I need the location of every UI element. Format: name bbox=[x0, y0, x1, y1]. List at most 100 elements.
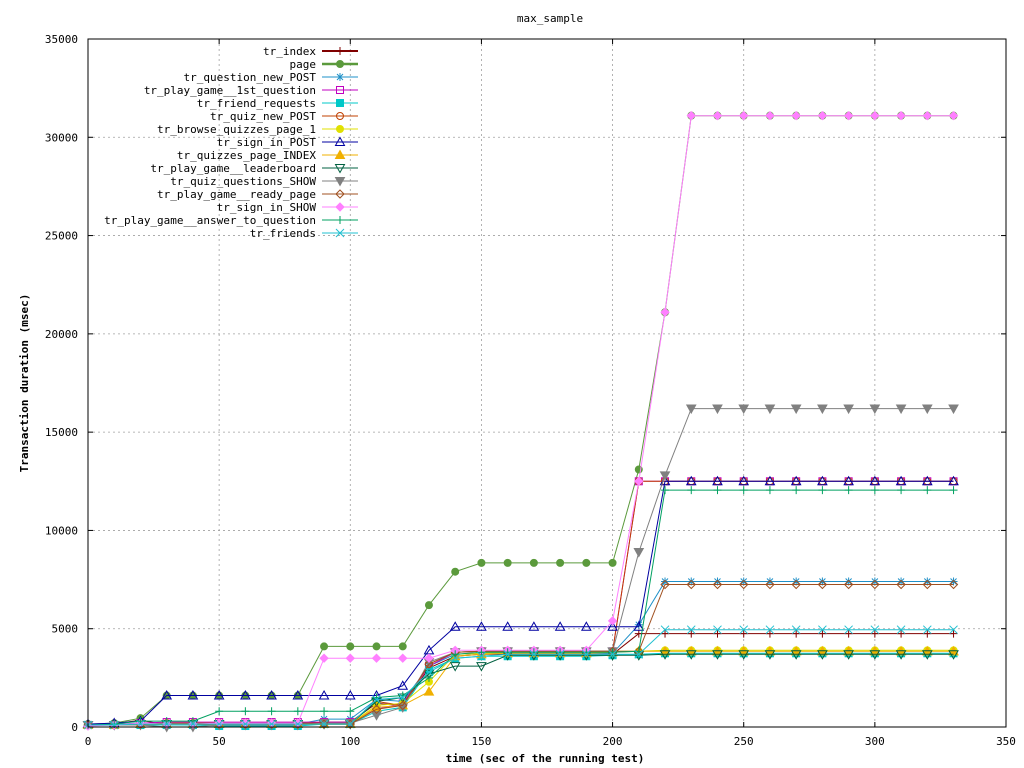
data-point-marker bbox=[424, 653, 434, 663]
data-point-marker bbox=[346, 642, 355, 651]
axis-ticks: 0 50 100 150 200 250 300 350 0 5000 10000 15000 2000… bbox=[45, 33, 1016, 748]
data-point-marker bbox=[398, 642, 407, 651]
data-point-marker bbox=[843, 579, 854, 590]
data-point-marker bbox=[608, 649, 617, 659]
data-point-marker bbox=[897, 577, 906, 586]
data-point-marker bbox=[424, 659, 434, 669]
data-point-marker bbox=[791, 110, 801, 121]
series-line bbox=[88, 629, 954, 726]
legend-item: tr_sign_in_POST bbox=[217, 136, 358, 149]
y-tick-label: 10000 bbox=[45, 524, 78, 537]
data-point-marker bbox=[371, 653, 382, 663]
data-point-marker bbox=[661, 577, 670, 586]
legend-item: page bbox=[290, 58, 358, 71]
data-point-marker bbox=[477, 648, 486, 657]
data-point-marker bbox=[398, 700, 408, 711]
data-point-marker bbox=[633, 548, 645, 558]
data-point-marker bbox=[451, 567, 460, 576]
data-point-marker bbox=[764, 404, 776, 415]
data-point-marker bbox=[713, 625, 722, 635]
legend-label: tr_quiz_new_POST bbox=[210, 110, 316, 123]
data-point-marker bbox=[897, 486, 906, 495]
legend: tr_indexpagetr_question_new_POSTtr_play_… bbox=[104, 45, 358, 240]
data-point-marker bbox=[948, 579, 959, 590]
data-point-marker bbox=[580, 621, 592, 631]
data-point-marker bbox=[844, 577, 853, 586]
data-point-marker bbox=[267, 707, 276, 716]
data-point-marker bbox=[686, 110, 696, 121]
data-point-marker bbox=[792, 486, 801, 495]
series-line bbox=[87, 489, 954, 726]
data-point-marker bbox=[450, 653, 460, 663]
data-point-marker bbox=[397, 680, 409, 690]
data-point-marker bbox=[869, 404, 881, 415]
data-point-marker bbox=[334, 149, 346, 159]
data-point-marker bbox=[817, 110, 828, 121]
data-point-marker bbox=[791, 625, 801, 635]
data-point-marker bbox=[948, 650, 959, 660]
legend-item: tr_quizzes_page_INDEX bbox=[177, 149, 358, 162]
data-point-marker bbox=[738, 404, 750, 415]
data-point-marker bbox=[345, 653, 355, 663]
data-point-marker bbox=[451, 650, 460, 659]
y-tick-label: 35000 bbox=[45, 33, 78, 46]
data-point-marker bbox=[371, 704, 382, 715]
data-point-marker bbox=[398, 693, 408, 702]
legend-item: tr_play_game__ready_page bbox=[157, 188, 358, 201]
data-point-marker bbox=[765, 486, 774, 495]
data-point-marker bbox=[870, 110, 880, 121]
data-point-marker bbox=[581, 649, 591, 659]
data-point-marker bbox=[161, 690, 173, 700]
data-point-marker bbox=[790, 475, 802, 486]
data-point-marker bbox=[503, 649, 513, 659]
data-point-marker bbox=[870, 486, 879, 495]
data-point-marker bbox=[633, 621, 645, 631]
data-point-marker bbox=[923, 486, 932, 495]
data-point-marker bbox=[476, 621, 487, 631]
data-point-marker bbox=[948, 475, 959, 486]
data-point-marker bbox=[818, 486, 827, 495]
data-point-marker bbox=[336, 112, 344, 120]
legend-label: tr_friends bbox=[250, 227, 316, 240]
data-point-marker bbox=[293, 707, 302, 716]
data-point-marker bbox=[336, 47, 344, 55]
legend-item: tr_question_new_POST bbox=[184, 71, 358, 84]
data-point-marker bbox=[336, 73, 344, 81]
legend-label: tr_play_game__1st_question bbox=[144, 84, 316, 97]
data-point-marker bbox=[476, 662, 487, 672]
data-point-marker bbox=[608, 558, 617, 567]
data-point-marker bbox=[336, 99, 344, 107]
y-tick-label: 5000 bbox=[52, 623, 79, 636]
data-point-marker bbox=[685, 475, 697, 486]
y-tick-label: 0 bbox=[71, 721, 78, 734]
data-point-marker bbox=[109, 720, 119, 730]
data-point-marker bbox=[424, 673, 433, 682]
data-point-marker bbox=[896, 625, 906, 635]
data-point-marker bbox=[949, 625, 958, 635]
data-point-marker bbox=[870, 577, 879, 586]
x-tick-label: 50 bbox=[213, 735, 226, 748]
legend-item: tr_sign_in_SHOW bbox=[217, 201, 358, 214]
y-axis-label: Transaction duration (msec) bbox=[18, 294, 31, 473]
chart-title: max_sample bbox=[517, 12, 583, 25]
data-point-marker bbox=[686, 625, 696, 635]
data-point-marker bbox=[843, 650, 854, 660]
data-point-marker bbox=[869, 650, 881, 660]
data-point-marker bbox=[765, 110, 775, 121]
x-tick-label: 100 bbox=[340, 735, 360, 748]
data-point-marker bbox=[792, 577, 801, 586]
data-point-marker bbox=[713, 486, 722, 495]
x-tick-label: 150 bbox=[471, 735, 491, 748]
data-point-marker bbox=[266, 690, 277, 700]
data-point-marker bbox=[949, 486, 958, 495]
legend-label: tr_quiz_questions_SHOW bbox=[170, 175, 316, 188]
legend-item: tr_play_game__answer_to_question bbox=[104, 214, 358, 227]
data-point-marker bbox=[817, 579, 828, 590]
plot-frame bbox=[87, 38, 1007, 728]
data-point-marker bbox=[897, 629, 906, 638]
data-point-marker bbox=[660, 579, 670, 590]
data-point-marker bbox=[241, 707, 250, 716]
data-point-marker bbox=[555, 649, 565, 659]
data-point-marker bbox=[424, 601, 433, 610]
